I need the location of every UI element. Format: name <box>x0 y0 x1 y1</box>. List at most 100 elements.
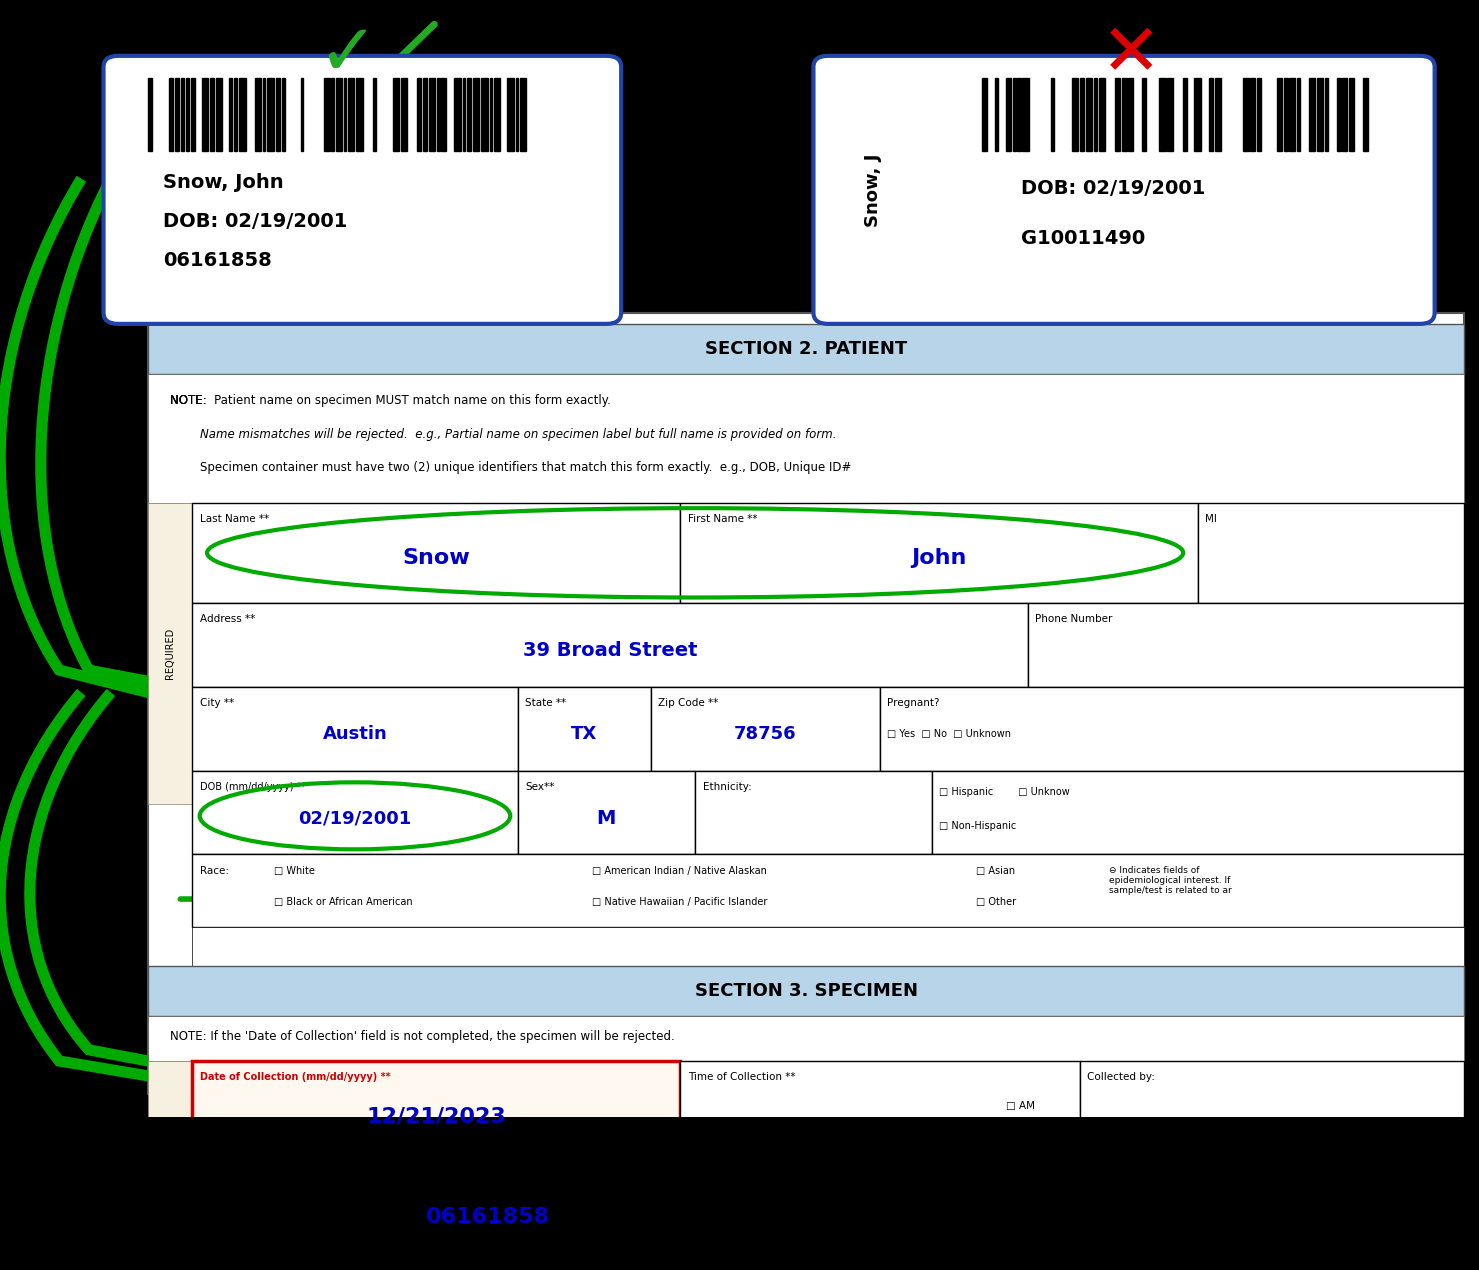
FancyBboxPatch shape <box>813 56 1435 324</box>
Bar <box>932 771 1464 855</box>
Bar <box>240 79 246 151</box>
Bar <box>518 771 695 855</box>
Text: Pregnant?: Pregnant? <box>887 698 939 707</box>
Text: ✓: ✓ <box>318 22 377 90</box>
Bar <box>324 79 330 151</box>
Text: □ American Indian / Native Alaskan: □ American Indian / Native Alaskan <box>592 866 766 875</box>
Bar <box>192 1262 1464 1270</box>
Bar <box>507 79 513 151</box>
Text: NOTE:: NOTE: <box>170 394 210 408</box>
Text: 02/19/2001: 02/19/2001 <box>299 809 411 827</box>
Bar <box>148 966 1464 1016</box>
Bar <box>1214 79 1220 151</box>
Bar <box>148 324 1464 375</box>
Text: □ White: □ White <box>274 866 315 875</box>
Bar <box>1028 603 1464 687</box>
Bar <box>192 1060 680 1162</box>
Bar <box>192 855 1464 927</box>
Bar <box>148 312 1464 1095</box>
Text: John: John <box>911 549 967 569</box>
Text: Address **: Address ** <box>200 615 254 625</box>
Text: NOTE:: NOTE: <box>170 394 210 408</box>
Bar <box>393 79 399 151</box>
Bar <box>490 79 493 151</box>
Bar <box>1210 79 1213 151</box>
Bar <box>1244 79 1248 151</box>
Text: State **: State ** <box>525 698 566 707</box>
Bar <box>1183 79 1186 151</box>
Bar <box>1318 79 1324 151</box>
Text: □ Yes  □ No  □ Unknown: □ Yes □ No □ Unknown <box>887 729 1012 739</box>
Bar <box>1309 79 1315 151</box>
Bar <box>481 79 488 151</box>
Bar <box>210 79 214 151</box>
Bar <box>192 687 518 771</box>
Text: □ Other: □ Other <box>976 897 1016 907</box>
Bar <box>1325 79 1328 151</box>
Bar <box>268 79 275 151</box>
Bar <box>203 79 209 151</box>
Text: NOTE: If the 'Date of Collection' field is not completed, the specimen will be r: NOTE: If the 'Date of Collection' field … <box>170 1030 674 1043</box>
Text: DOB (mm/dd/yyyy) **: DOB (mm/dd/yyyy) ** <box>200 782 306 791</box>
Bar <box>1337 79 1340 151</box>
Bar <box>1158 79 1165 151</box>
Text: □ Native Hawaiian / Pacific Islander: □ Native Hawaiian / Pacific Islander <box>592 897 768 907</box>
Text: Collected by:: Collected by: <box>1087 1072 1155 1082</box>
Bar <box>302 79 303 151</box>
Bar <box>216 79 222 151</box>
Bar <box>1080 79 1084 151</box>
Bar <box>192 603 1028 687</box>
Text: e.g., CDC ID, Previous DSHS Specimen Lab Number: e.g., CDC ID, Previous DSHS Specimen Lab… <box>791 1199 1023 1208</box>
Bar <box>192 771 518 855</box>
Bar <box>880 687 1464 771</box>
Text: Name mismatches will be rejected.  e.g., Partial name on specimen label but full: Name mismatches will be rejected. e.g., … <box>170 428 837 441</box>
Bar <box>175 79 179 151</box>
Bar <box>343 79 346 151</box>
Text: Time of Collection **: Time of Collection ** <box>688 1072 796 1082</box>
Text: 06161858: 06161858 <box>426 1208 550 1227</box>
Bar <box>148 1060 192 1262</box>
Bar <box>1080 1060 1464 1162</box>
Bar <box>473 79 479 151</box>
Bar <box>229 79 232 151</box>
Bar <box>1128 79 1133 151</box>
Text: Race:: Race: <box>200 866 229 875</box>
Bar <box>191 79 195 151</box>
Text: ⊖ Indicates fields of
epidemiological interest. If
sample/test is related to ar: ⊖ Indicates fields of epidemiological in… <box>1109 866 1232 895</box>
Bar <box>1052 79 1055 151</box>
Text: □ PM: □ PM <box>1006 1134 1034 1144</box>
Bar <box>521 79 527 151</box>
Text: Snow, J: Snow, J <box>864 154 881 226</box>
Bar <box>784 1162 1464 1262</box>
Bar <box>192 503 680 603</box>
Text: Date of Collection (mm/dd/yyyy) **: Date of Collection (mm/dd/yyyy) ** <box>200 1072 390 1082</box>
Bar <box>148 1016 1464 1060</box>
Bar <box>1349 79 1353 151</box>
Bar <box>1362 79 1368 151</box>
Text: Sex**: Sex** <box>525 782 555 791</box>
Bar <box>1099 79 1105 151</box>
Text: REQUIRED: REQUIRED <box>166 627 175 679</box>
Bar <box>1284 79 1288 151</box>
Bar <box>192 1162 784 1262</box>
Text: Snow: Snow <box>402 549 470 569</box>
Text: □ Hispanic        □ Unknow: □ Hispanic □ Unknow <box>939 787 1069 798</box>
Bar <box>651 687 880 771</box>
Bar <box>516 79 519 151</box>
Bar <box>148 503 192 804</box>
Bar <box>494 79 500 151</box>
Text: Ethnicity:: Ethnicity: <box>703 782 751 791</box>
Text: First Name **: First Name ** <box>688 514 757 523</box>
Bar <box>192 927 1464 966</box>
Bar <box>454 79 461 151</box>
Text: 12/21/2023: 12/21/2023 <box>367 1107 506 1126</box>
Bar <box>180 79 185 151</box>
Text: □ Asian: □ Asian <box>976 866 1015 875</box>
Text: Zip Code **: Zip Code ** <box>658 698 719 707</box>
Bar <box>1194 79 1201 151</box>
Bar <box>256 79 260 151</box>
Bar <box>1290 79 1294 151</box>
Bar <box>356 79 362 151</box>
Text: 06161858: 06161858 <box>163 251 272 271</box>
Text: DOB: 02/19/2001: DOB: 02/19/2001 <box>163 212 348 231</box>
